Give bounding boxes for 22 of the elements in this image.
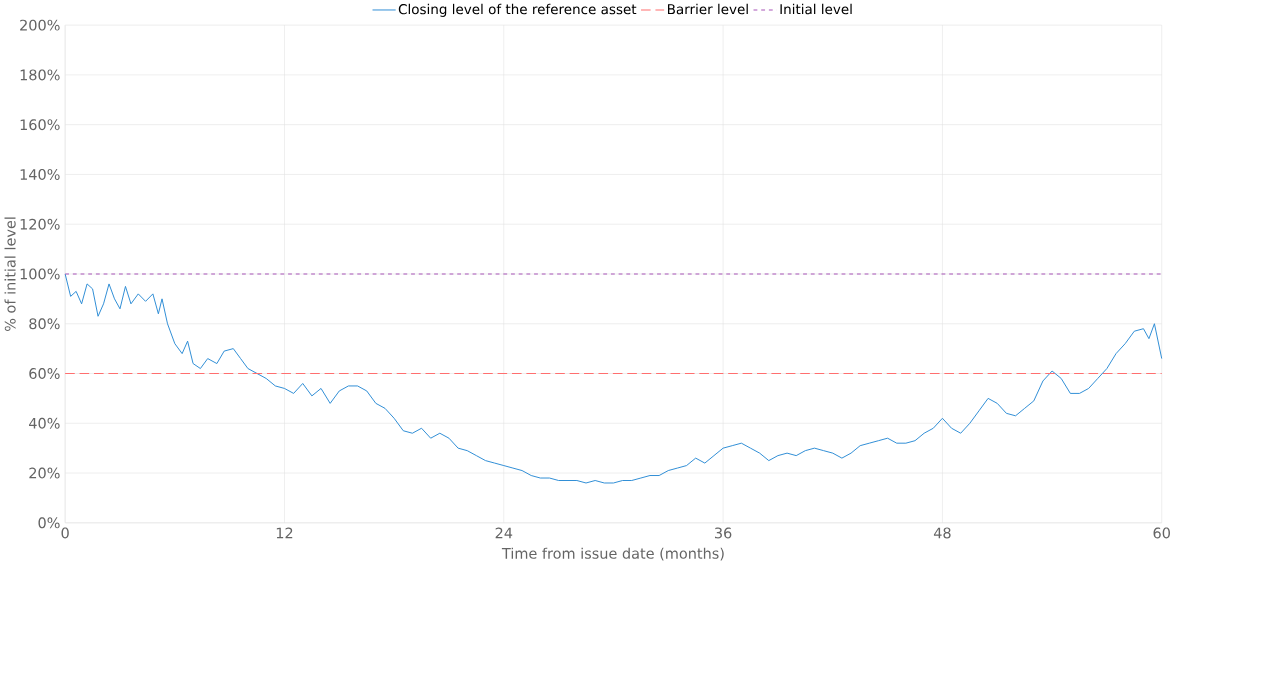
y-axis-title: % of initial level — [4, 217, 16, 332]
y-tick-label: 180% — [20, 69, 60, 81]
x-tick-label: 12 — [276, 527, 293, 539]
x-tick-label: 60 — [1153, 527, 1170, 539]
y-tick-label: 20% — [29, 467, 60, 479]
x-axis-title: Time from issue date (months) — [501, 547, 724, 561]
legend-label: Closing level of the reference asset — [398, 3, 637, 17]
y-tick-label: 160% — [20, 119, 60, 131]
y-tick-label: 80% — [29, 318, 60, 330]
x-tick-label: 36 — [715, 527, 732, 539]
y-tick-label: 140% — [20, 168, 60, 180]
legend-label: Barrier level — [667, 3, 748, 15]
y-tick-label: 0% — [38, 517, 60, 529]
x-tick-label: 48 — [933, 527, 951, 539]
x-tick-label: 24 — [495, 527, 513, 539]
y-tick-label: 40% — [29, 417, 60, 429]
legend-label: Initial level — [780, 3, 852, 15]
y-tick-label: 60% — [29, 368, 60, 379]
y-tick-label: 120% — [20, 218, 60, 230]
y-tick-label: 200% — [20, 19, 60, 31]
y-tick-label: 100% — [20, 268, 60, 280]
x-tick-label: 0 — [61, 527, 69, 539]
